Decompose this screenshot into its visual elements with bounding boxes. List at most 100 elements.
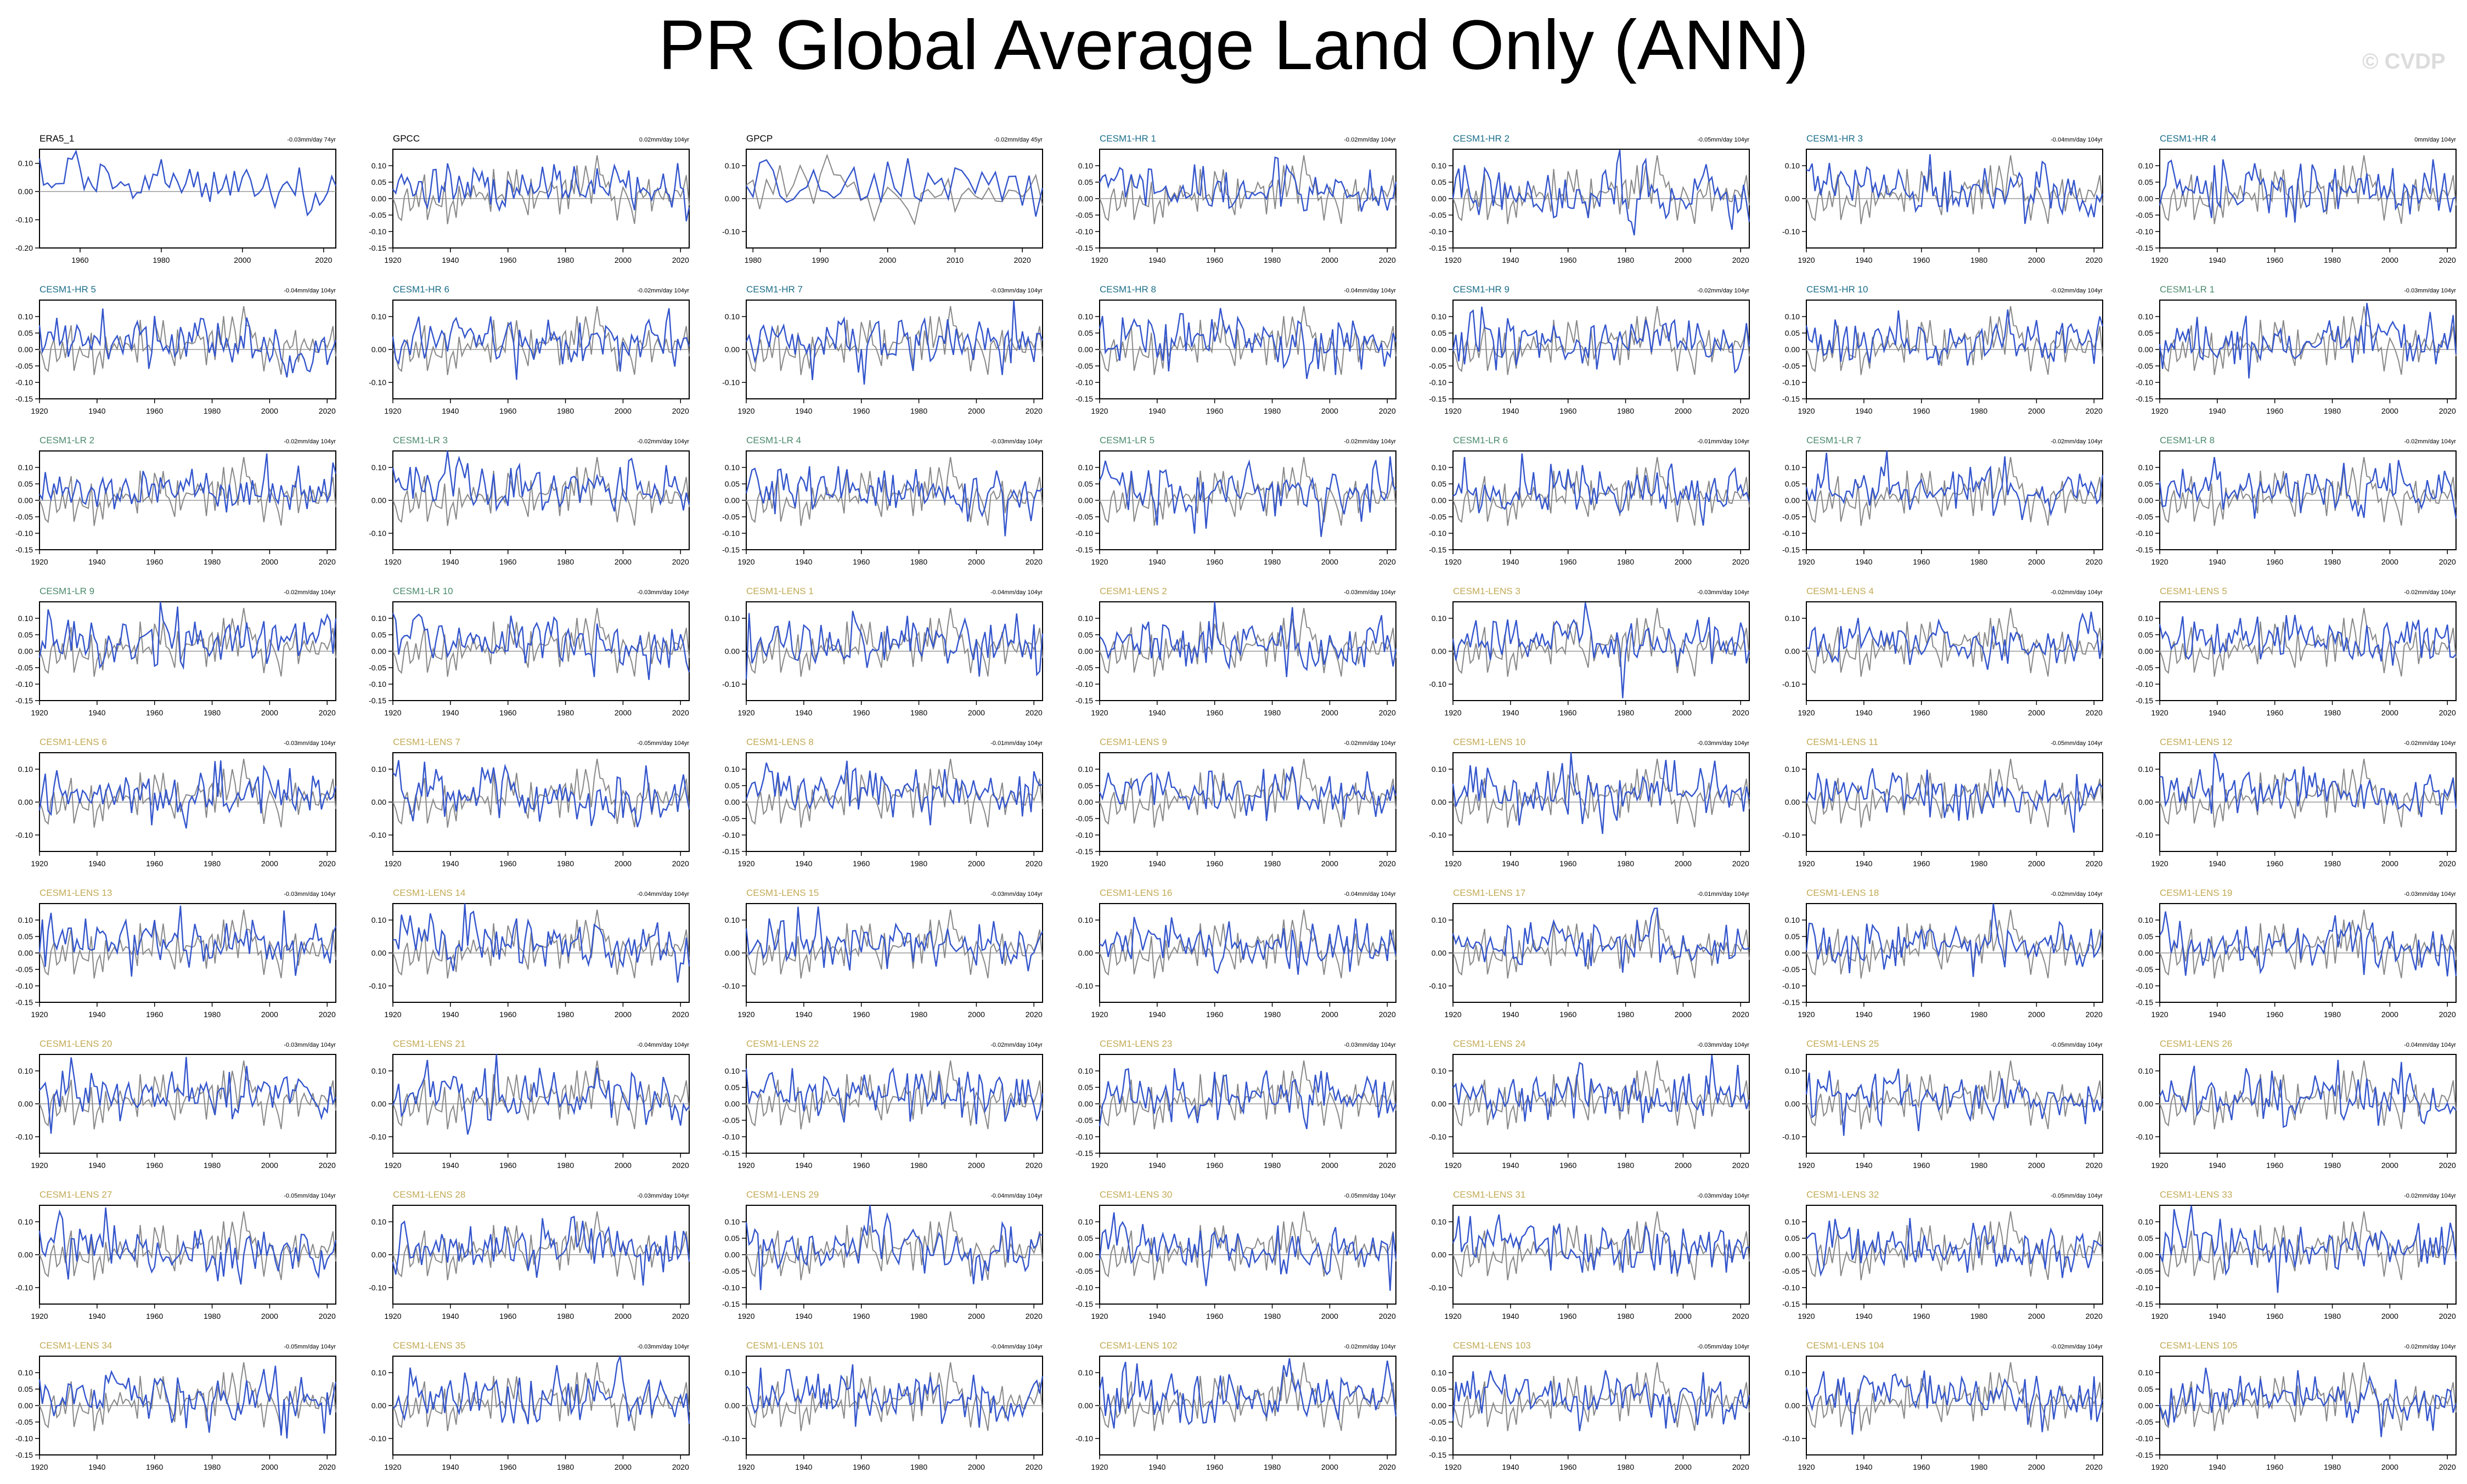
panel: CESM1-LENS 32 -0.05mm/day 104yr 0.10 0.05 0.… xyxy=(1782,1189,2103,1321)
y-tick-label: 0.10 xyxy=(18,463,33,472)
panel-title: CESM1-LENS 27 xyxy=(40,1189,112,1200)
trend-label: -0.01mm/day 104yr xyxy=(990,740,1043,747)
y-tick-label: 0.00 xyxy=(1432,647,1446,656)
y-tick-label: -0.10 xyxy=(369,227,386,236)
y-tick-label: 0.10 xyxy=(2138,614,2153,623)
x-tick-label: 1920 xyxy=(1798,407,1815,415)
x-tick-label: 1940 xyxy=(795,1463,812,1471)
y-tick-label: 0.10 xyxy=(1432,463,1446,472)
x-tick-label: 2020 xyxy=(1379,1312,1396,1321)
y-tick-label: 0.10 xyxy=(1432,1368,1446,1377)
x-tick-label: 1920 xyxy=(1444,1010,1461,1019)
y-tick-label: 0.05 xyxy=(725,781,740,790)
panel: CESM1-HR 5 -0.04mm/day 104yr 0.10 0.05 0.00 -… xyxy=(15,284,337,415)
x-tick-label: 2000 xyxy=(968,1463,985,1471)
x-tick-label: 1980 xyxy=(204,1161,221,1170)
y-tick-label: 0.00 xyxy=(1785,496,1800,505)
x-tick-label: 2000 xyxy=(1321,1161,1338,1170)
y-tick-label: -0.10 xyxy=(1782,227,1800,236)
x-tick-label: 1980 xyxy=(557,708,574,717)
y-tick-label: -0.15 xyxy=(2136,1300,2153,1308)
x-tick-label: 1960 xyxy=(1206,557,1223,566)
trend-label: -0.04mm/day 104yr xyxy=(637,1042,689,1048)
x-tick-label: 2020 xyxy=(1732,1312,1749,1321)
y-tick-label: -0.15 xyxy=(15,998,33,1007)
panel-title: CESM1-LENS 3 xyxy=(1453,586,1520,596)
x-tick-label: 2000 xyxy=(2381,557,2398,566)
series-line xyxy=(1452,1054,1750,1124)
y-tick-label: -0.10 xyxy=(1429,1434,1446,1443)
x-tick-label: 2000 xyxy=(968,1010,985,1019)
y-tick-label: -0.05 xyxy=(1429,362,1446,370)
x-tick-label: 1980 xyxy=(1970,859,1987,868)
x-tick-label: 1980 xyxy=(1264,557,1281,566)
x-tick-label: 1980 xyxy=(204,708,221,717)
x-tick-label: 1980 xyxy=(1617,1161,1634,1170)
y-tick-label: -0.15 xyxy=(1075,545,1093,554)
x-tick-label: 1960 xyxy=(853,1463,870,1471)
x-tick-label: 1980 xyxy=(1970,1161,1987,1170)
x-tick-label: 2020 xyxy=(1732,1010,1749,1019)
panel: CESM1-HR 9 -0.02mm/day 104yr 0.10 0.05 0.00 -… xyxy=(1429,284,1750,415)
panel: CESM1-LENS 10 -0.03mm/day 104yr 0.10 0.00 -0… xyxy=(1429,737,1750,868)
panel: CESM1-LENS 35 -0.03mm/day 104yr 0.10 0.00 -0… xyxy=(369,1340,690,1471)
x-tick-label: 2020 xyxy=(1379,859,1396,868)
x-tick-label: 1940 xyxy=(1855,708,1872,717)
x-tick-label: 1940 xyxy=(2209,1161,2226,1170)
x-tick-label: 1960 xyxy=(2266,1463,2283,1471)
x-tick-label: 1980 xyxy=(1264,859,1281,868)
x-tick-label: 2020 xyxy=(319,407,336,415)
y-tick-label: 0.10 xyxy=(1785,765,1800,774)
y-tick-label: -0.05 xyxy=(1429,512,1446,521)
series-line xyxy=(392,1054,690,1135)
x-tick-label: 2020 xyxy=(319,1161,336,1170)
y-tick-label: -0.15 xyxy=(2136,244,2153,252)
x-tick-label: 1940 xyxy=(2209,557,2226,566)
series-line xyxy=(1805,1068,2104,1136)
x-tick-label: 2000 xyxy=(261,1312,278,1321)
x-tick-label: 1960 xyxy=(499,1010,516,1019)
y-tick-label: 0.10 xyxy=(371,463,386,472)
reference-series-line xyxy=(39,759,336,828)
panel: ERA5_1 -0.03mm/day 74yr 0.10 0.00 -0.10 -0.20… xyxy=(15,133,337,264)
panel: CESM1-LENS 13 -0.03mm/day 104yr 0.10 0.05 0.… xyxy=(15,888,337,1019)
x-tick-label: 1920 xyxy=(31,1312,48,1321)
reference-series-line xyxy=(392,910,690,979)
x-tick-label: 1940 xyxy=(1855,407,1872,415)
panel-title: CESM1-LENS 35 xyxy=(393,1340,465,1351)
panel: CESM1-LENS 104 -0.02mm/day 104yr 0.10 0.00 -… xyxy=(1782,1340,2104,1471)
panel-title: CESM1-LENS 4 xyxy=(1806,586,1874,596)
x-tick-label: 1960 xyxy=(499,1312,516,1321)
trend-label: -0.02mm/day 104yr xyxy=(2051,287,2103,294)
y-tick-label: 0.05 xyxy=(1078,781,1093,790)
x-tick-label: 1940 xyxy=(1502,407,1519,415)
y-tick-label: -0.05 xyxy=(1075,814,1093,823)
x-tick-label: 1960 xyxy=(1206,1161,1223,1170)
x-tick-label: 1920 xyxy=(2151,256,2168,264)
panel: CESM1-LENS 3 -0.03mm/day 104yr 0.10 0.00 -0.… xyxy=(1429,586,1750,717)
y-tick-label: 0.10 xyxy=(2138,1368,2153,1377)
x-tick-label: 1960 xyxy=(146,1161,163,1170)
x-tick-label: 1980 xyxy=(2324,407,2341,415)
y-tick-label: -0.05 xyxy=(15,965,33,974)
x-tick-label: 1940 xyxy=(88,557,105,566)
y-tick-label: -0.10 xyxy=(1075,529,1093,538)
y-tick-label: 0.00 xyxy=(18,949,33,957)
x-tick-label: 1940 xyxy=(1855,557,1872,566)
x-tick-label: 1980 xyxy=(1617,557,1634,566)
series-line xyxy=(1099,456,1396,537)
x-tick-label: 1920 xyxy=(2151,1010,2168,1019)
y-tick-label: -0.05 xyxy=(1075,1116,1093,1125)
y-tick-label: -0.15 xyxy=(1782,998,1800,1007)
panel: CESM1-LENS 11 -0.05mm/day 104yr 0.10 0.00 -0… xyxy=(1782,737,2103,868)
x-tick-label: 1960 xyxy=(146,1010,163,1019)
y-tick-label: -0.10 xyxy=(2136,227,2153,236)
x-tick-label: 1920 xyxy=(1444,708,1461,717)
trend-label: -0.02mm/day 104yr xyxy=(2404,740,2456,747)
y-tick-label: 0.00 xyxy=(18,496,33,505)
y-tick-label: -0.05 xyxy=(722,1116,740,1125)
x-tick-label: 2020 xyxy=(1732,1463,1749,1471)
x-tick-label: 2000 xyxy=(615,407,632,415)
x-tick-label: 2000 xyxy=(968,557,985,566)
trend-label: -0.05mm/day 104yr xyxy=(284,1344,336,1350)
